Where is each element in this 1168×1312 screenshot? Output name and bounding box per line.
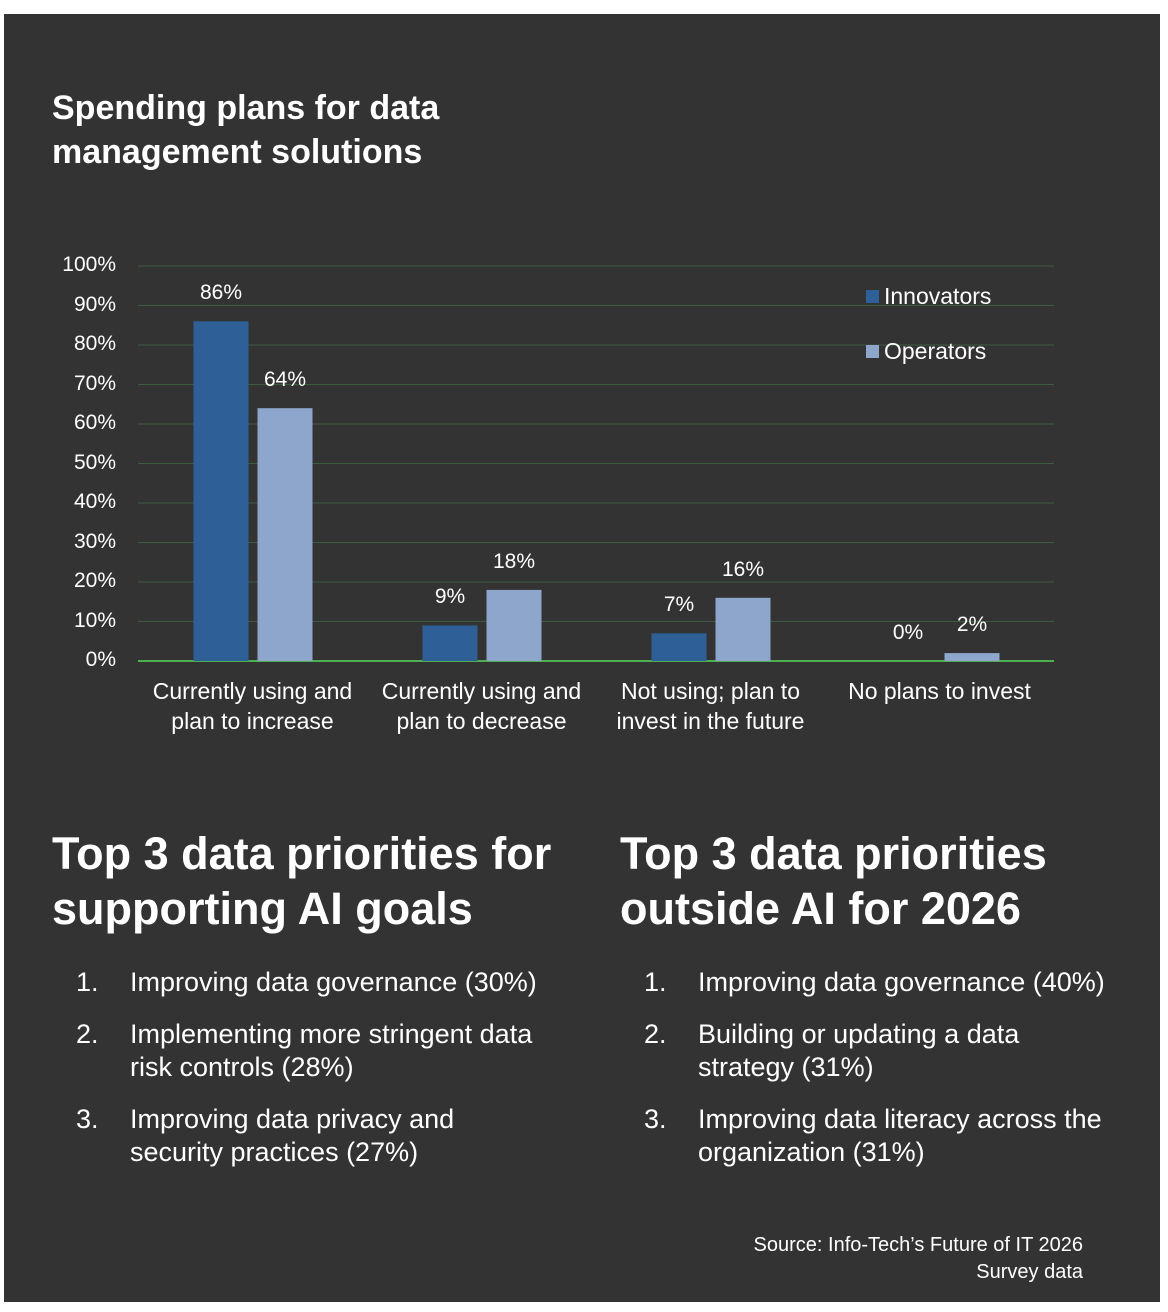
item-number: 1. (644, 967, 667, 997)
item-text: Improving data privacy and security prac… (130, 1104, 455, 1167)
y-tick-label: 40% (73, 490, 116, 513)
priority-item: 3. Improving data literacy across the org… (620, 1103, 1168, 1169)
y-tick-label: 100% (62, 253, 116, 276)
source: Source: Info-Tech’s Future of IT 2026 Su… (753, 1234, 1083, 1283)
item-number: 1. (76, 967, 99, 997)
y-tick-label: 10% (73, 608, 116, 632)
bar (944, 653, 1000, 661)
item-number: 2. (76, 1019, 99, 1049)
y-tick-label: 90% (73, 292, 116, 316)
bar (715, 597, 771, 661)
chart-title: Spending plans for data management solut… (52, 89, 440, 171)
data-label: 0% (892, 621, 924, 644)
legend-swatch (866, 290, 879, 303)
x-tick-label: Currently using and plan to increase (152, 678, 353, 734)
priority-item: 2. Implementing more stringent data risk … (52, 1018, 612, 1084)
y-tick-label: 20% (73, 569, 116, 592)
data-label: 64% (263, 368, 307, 392)
item-number: 3. (76, 1104, 99, 1134)
y-tick-label: 50% (73, 450, 116, 474)
legend-label: Operators (884, 338, 987, 364)
data-label: 2% (956, 613, 988, 637)
item-text: Building or updating a data strategy (31… (698, 1019, 1020, 1082)
item-text: Improving data literacy across the organ… (698, 1104, 1102, 1167)
bar (422, 625, 478, 661)
y-tick-label: 0% (85, 648, 116, 671)
y-tick-label: 80% (73, 332, 116, 355)
data-label: 16% (721, 557, 765, 581)
priority-title: Top 3 data priorities outside AI for 202… (620, 828, 1047, 934)
x-tick-label: Not using; plan to invest in the future (616, 678, 805, 734)
bar (651, 633, 707, 661)
bar (257, 408, 313, 661)
data-label: 18% (492, 549, 536, 573)
x-tick-label: Currently using and plan to decrease (381, 678, 582, 734)
legend-label: Innovators (884, 283, 992, 309)
bar (193, 321, 249, 661)
data-label: 7% (663, 593, 695, 617)
priority-item: 1. Improving data governance (40%) (620, 966, 1168, 999)
item-number: 3. (644, 1104, 667, 1134)
y-tick-label: 70% (73, 371, 116, 395)
priority-item: 2. Building or updating a data strategy (… (620, 1018, 1168, 1084)
priority-column: Top 3 data priorities for supporting AI … (52, 826, 612, 1188)
x-tick-label: No plans to invest (848, 678, 1031, 704)
priority-column: Top 3 data priorities outside AI for 202… (620, 826, 1168, 1188)
y-tick-label: 60% (73, 411, 116, 434)
priority-item: 1. Improving data governance (30%) (52, 966, 612, 999)
data-label: 86% (199, 281, 243, 305)
legend-swatch (866, 345, 879, 358)
priority-title: Top 3 data priorities for supporting AI … (52, 828, 552, 934)
bar (486, 589, 542, 661)
item-number: 2. (644, 1019, 667, 1049)
y-tick-label: 30% (73, 529, 116, 553)
priority-item: 3. Improving data privacy and security pr… (52, 1103, 612, 1169)
data-label: 9% (434, 585, 466, 609)
item-text: Implementing more stringent data risk co… (130, 1019, 533, 1082)
item-text: Improving data governance (30%) (130, 967, 537, 997)
item-text: Improving data governance (40%) (698, 967, 1105, 997)
